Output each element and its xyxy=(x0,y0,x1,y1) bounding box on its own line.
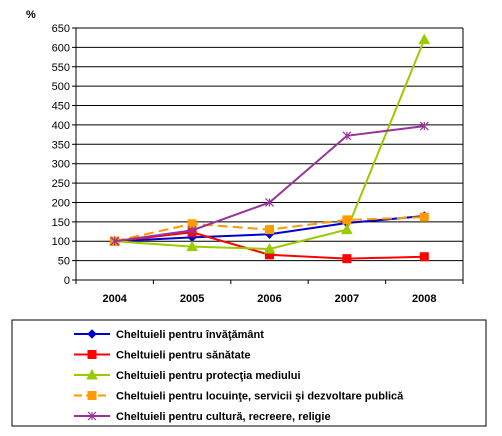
y-tick-label: 150 xyxy=(52,217,70,229)
x-tick-label: 2008 xyxy=(412,293,436,305)
y-tick-label: 250 xyxy=(52,178,70,190)
series-line xyxy=(114,125,425,243)
legend-item: Cheltuieli pentru sănătate xyxy=(74,350,250,362)
legend-item: Cheltuieli pentru locuinţe, servicii şi … xyxy=(74,391,404,403)
legend-item: Cheltuieli pentru cultură, recreere, rel… xyxy=(74,411,331,423)
x-tick-label: 2004 xyxy=(102,293,127,305)
series-lines xyxy=(108,33,431,264)
series-4 xyxy=(110,212,429,246)
data-point-marker xyxy=(187,225,197,235)
data-point-marker xyxy=(263,242,276,254)
data-point-marker xyxy=(265,198,274,207)
data-point-marker xyxy=(265,225,274,235)
y-tick-label: 0 xyxy=(64,275,70,287)
y-tick-label: 350 xyxy=(52,139,70,151)
y-tick-label: 400 xyxy=(52,120,70,132)
data-point-marker xyxy=(86,368,98,380)
legend-item: Cheltuieli pentru învăţământ xyxy=(74,329,264,341)
x-tick-label: 2007 xyxy=(335,293,359,305)
legend-label: Cheltuieli pentru sănătate xyxy=(116,350,250,362)
y-tick-label: 100 xyxy=(52,236,70,248)
y-tick-label: 650 xyxy=(52,23,70,35)
y-tick-label: 300 xyxy=(52,159,70,171)
data-point-marker xyxy=(87,329,97,339)
data-point-marker xyxy=(419,212,429,222)
legend-label: Cheltuieli pentru cultură, recreere, rel… xyxy=(116,411,331,423)
data-point-marker xyxy=(87,411,97,421)
data-point-marker xyxy=(87,391,97,400)
data-point-marker xyxy=(87,350,97,359)
y-tick-label: 500 xyxy=(52,81,70,93)
legend-label: Cheltuieli pentru învăţământ xyxy=(116,329,264,341)
gridlines xyxy=(76,27,463,262)
y-tick-label: 600 xyxy=(52,42,70,54)
data-point-marker xyxy=(110,236,120,246)
data-point-marker xyxy=(186,240,198,252)
plot-area xyxy=(75,28,464,281)
y-axis-ticks: 0 50 100 150 200 250 300 350 400 450 500 550 600 650 xyxy=(52,23,76,287)
data-point-marker xyxy=(419,121,429,131)
data-point-marker xyxy=(342,131,352,141)
data-point-marker xyxy=(342,254,352,264)
data-point-marker xyxy=(418,33,431,45)
legend-label: Cheltuieli pentru protecţia mediului xyxy=(116,370,301,382)
data-point-marker xyxy=(342,215,352,225)
x-axis-ticks: 2004 2005 2006 2007 2008 xyxy=(75,280,464,305)
y-tick-label: 200 xyxy=(52,197,70,209)
x-tick-label: 2005 xyxy=(180,293,204,305)
legend: Cheltuieli pentru învăţământ Cheltuieli p… xyxy=(11,319,487,427)
y-axis-label: % xyxy=(26,9,36,21)
series-5 xyxy=(110,121,429,246)
data-point-marker xyxy=(419,252,429,262)
y-tick-label: 550 xyxy=(52,62,70,74)
data-point-marker xyxy=(341,223,353,235)
y-tick-label: 450 xyxy=(52,101,70,113)
x-tick-label: 2006 xyxy=(257,293,281,305)
legend-label: Cheltuieli pentru locuinţe, servicii şi … xyxy=(116,391,404,403)
y-tick-label: 50 xyxy=(58,256,70,268)
legend-item: Cheltuieli pentru protecţia mediului xyxy=(74,368,301,382)
